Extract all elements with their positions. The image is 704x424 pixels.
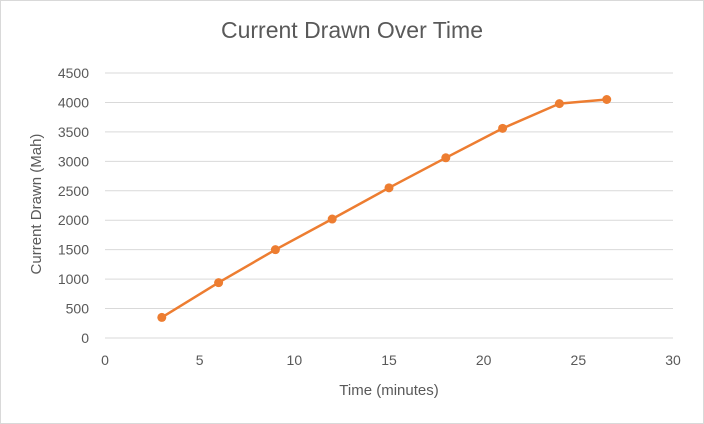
data-point bbox=[214, 278, 224, 288]
data-point bbox=[384, 183, 394, 193]
x-tick-label: 0 bbox=[101, 352, 109, 368]
x-tick-label: 5 bbox=[196, 352, 204, 368]
x-tick-label: 25 bbox=[571, 352, 587, 368]
y-axis-label: Current Drawn (Mah) bbox=[28, 134, 45, 275]
y-tick-label: 1500 bbox=[58, 242, 89, 258]
y-tick-label: 2000 bbox=[58, 212, 89, 228]
chart-title: Current Drawn Over Time bbox=[220, 17, 483, 43]
data-point bbox=[498, 123, 508, 133]
y-tick-label: 3500 bbox=[58, 124, 89, 140]
x-tick-label: 30 bbox=[665, 352, 681, 368]
y-tick-label: 4000 bbox=[58, 94, 89, 110]
y-tick-label: 3000 bbox=[58, 153, 89, 169]
x-tick-labels: 0 5 10 15 20 25 30 bbox=[101, 352, 681, 368]
data-point bbox=[602, 95, 612, 104]
y-tick-label: 4500 bbox=[58, 65, 89, 81]
series-current-drawn bbox=[157, 95, 612, 322]
x-axis-label: Time (minutes) bbox=[339, 382, 438, 399]
y-tick-label: 0 bbox=[81, 330, 89, 346]
data-point bbox=[157, 312, 167, 322]
y-tick-label: 1000 bbox=[58, 271, 89, 287]
data-point bbox=[270, 245, 280, 255]
x-tick-label: 20 bbox=[476, 352, 492, 368]
data-point bbox=[554, 99, 564, 109]
data-point bbox=[327, 214, 337, 224]
x-tick-label: 10 bbox=[287, 352, 303, 368]
y-tick-labels: 0 500 1000 1500 2000 2500 3000 3500 4000 4500 bbox=[58, 65, 89, 346]
data-point bbox=[441, 153, 451, 163]
y-tick-label: 2500 bbox=[58, 183, 89, 199]
x-tick-label: 15 bbox=[381, 352, 397, 368]
y-tick-label: 500 bbox=[66, 301, 90, 317]
gridlines bbox=[105, 72, 673, 339]
